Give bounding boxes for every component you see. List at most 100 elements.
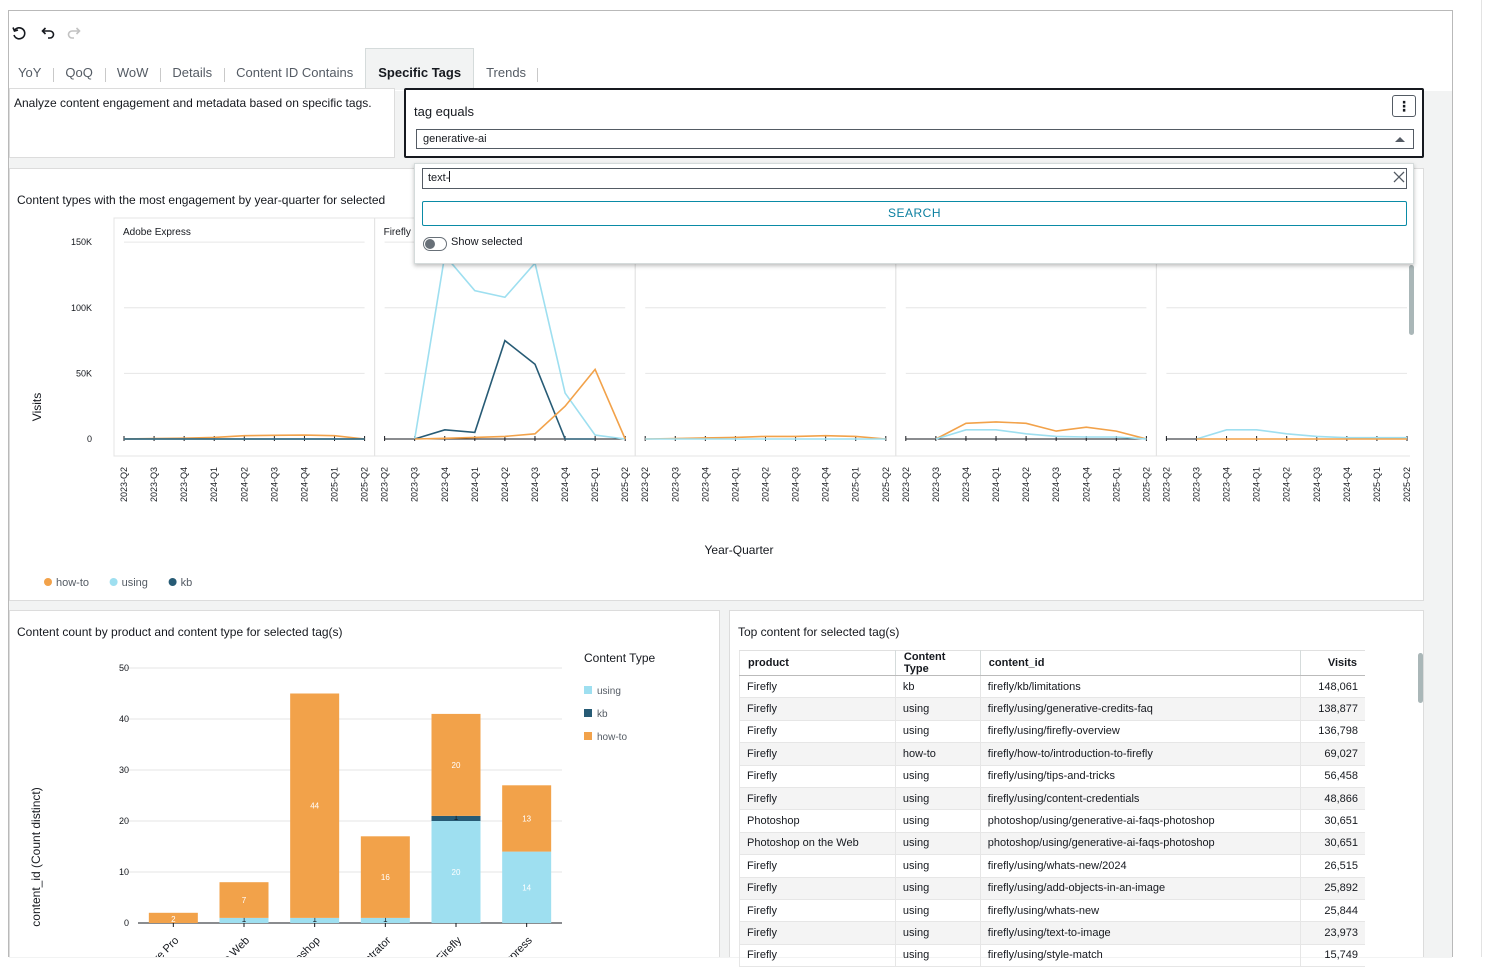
tab-trends[interactable]: Trends (474, 48, 539, 90)
chart-scrollbar[interactable] (1409, 265, 1414, 335)
series-line-using (1196, 429, 1407, 440)
tab-specific-tags[interactable]: Specific Tags (365, 48, 475, 90)
table-row[interactable]: Firefly using firefly/using/style-match 15,… (739, 944, 1365, 967)
y-tick-label: 100K (71, 303, 92, 313)
tab-qoq[interactable]: QoQ (53, 48, 104, 90)
description-text: Analyze content engagement and metadata … (9, 88, 395, 158)
show-selected-toggle[interactable] (423, 237, 447, 251)
table-row[interactable]: Firefly using firefly/using/tips-and-trick… (739, 765, 1365, 788)
cell-content-type: using (895, 854, 981, 878)
tag-dropdown: text- SEARCH Show selected (414, 163, 1414, 264)
table-scrollbar[interactable] (1418, 653, 1423, 703)
table-row[interactable]: Firefly using firefly/using/whats-new/2024… (739, 854, 1365, 878)
tab-yoy[interactable]: YoY (18, 64, 42, 80)
y-tick-label: 20 (119, 816, 129, 826)
tab-details[interactable]: Details (160, 48, 224, 90)
tab-content-id-contains[interactable]: Content ID Contains (224, 48, 365, 90)
kebab-menu-icon[interactable]: ⋮ (1392, 95, 1416, 117)
cell-content-type: using (895, 899, 981, 923)
cell-visits: 25,892 (1300, 877, 1365, 900)
tag-filter-control: tag equals ⋮ generative-ai (404, 88, 1424, 158)
legend-swatch-using (584, 686, 592, 694)
cell-visits: 25,844 (1300, 899, 1365, 923)
clear-icon[interactable] (1393, 167, 1405, 187)
table-row[interactable]: Firefly using firefly/using/text-to-image 2… (739, 921, 1365, 945)
cell-visits: 138,877 (1300, 697, 1365, 721)
table-row[interactable]: Firefly using firefly/using/whats-new 25,84… (739, 899, 1365, 923)
data-label: 13 (522, 814, 531, 823)
y-tick-label: 50 (119, 663, 129, 673)
x-tick-label: 2024-Q4 (560, 467, 570, 502)
x-tick-label: 2024-Q1 (991, 467, 1001, 502)
x-tick-label: 2023-Q4 (179, 467, 189, 502)
tag-search-input[interactable]: text- (422, 168, 1407, 189)
bar-segment-using (360, 917, 410, 923)
column-header-content-id[interactable]: content_id (980, 650, 1301, 676)
cell-product: Firefly (739, 720, 896, 744)
x-tick-label: 2023-Q4 (440, 467, 450, 502)
x-tick-label: 2023-Q4 (1222, 467, 1232, 502)
x-tick-label: 2025-Q1 (330, 467, 340, 502)
page-divider (1481, 0, 1482, 957)
cell-product: Firefly (739, 899, 896, 923)
x-tick-label: Firefly (434, 934, 464, 957)
table-row[interactable]: Photoshop on the Web using photoshop/using… (739, 832, 1365, 856)
x-tick-label: Express (498, 934, 535, 957)
y-tick-label: 0 (124, 918, 129, 928)
x-tick-label: 2024-Q1 (209, 467, 219, 502)
bar-segment-using (431, 821, 481, 923)
cell-content-id: firefly/using/tips-and-tricks (980, 765, 1301, 788)
x-tick-label: 2023-Q3 (670, 467, 680, 502)
redo-icon[interactable] (64, 22, 86, 44)
reset-icon[interactable] (8, 22, 30, 44)
data-label: 1 (312, 915, 317, 924)
undo-icon[interactable] (36, 22, 58, 44)
x-tick-label: 2024-Q2 (1282, 467, 1292, 502)
search-button[interactable]: SEARCH (422, 201, 1407, 226)
x-tick-label: 2024-Q1 (730, 467, 740, 502)
x-tick-label: 2024-Q3 (791, 467, 801, 502)
series-line-how-to (935, 421, 1147, 440)
tab-wow[interactable]: WoW (104, 48, 161, 90)
x-tick-label: 2025-Q2 (1141, 467, 1151, 502)
x-tick-label: 2023-Q4 (961, 467, 971, 502)
y-tick-label: 150K (71, 237, 92, 247)
facet-title: Firefly (384, 227, 411, 238)
table-row[interactable]: Firefly how-to firefly/how-to/introduction… (739, 742, 1365, 766)
tag-select[interactable]: generative-ai (416, 129, 1414, 149)
column-header-visits[interactable]: Visits (1300, 650, 1365, 676)
cell-visits: 30,651 (1300, 809, 1365, 833)
cell-product: Firefly (739, 944, 896, 967)
data-label: 16 (381, 873, 390, 882)
x-tick-label: 2023-Q3 (931, 467, 941, 502)
tag-search-text: text- (428, 172, 450, 184)
table-row[interactable]: Firefly using firefly/using/content-creden… (739, 787, 1365, 811)
cell-visits: 23,973 (1300, 921, 1365, 945)
bar-segment-using (502, 851, 552, 923)
table-row[interactable]: Firefly using firefly/using/firefly-overvi… (739, 720, 1365, 744)
table-row[interactable]: Firefly kb firefly/kb/limitations 148,061 (739, 675, 1365, 699)
cell-content-id: firefly/using/add-objects-in-an-image (980, 877, 1301, 900)
cell-visits: 26,515 (1300, 854, 1365, 878)
legend-swatch-how-to (584, 732, 592, 740)
cell-content-id: firefly/using/firefly-overview (980, 720, 1301, 744)
table-row[interactable]: Photoshop using photoshop/using/generative… (739, 809, 1365, 833)
x-tick-label: 2025-Q1 (1372, 467, 1382, 502)
x-tick-label: 2024-Q3 (1051, 467, 1061, 502)
x-tick-label: 2025-Q2 (620, 467, 630, 502)
x-tick-label: 2023-Q3 (410, 467, 420, 502)
y-tick-label: 40 (119, 714, 129, 724)
x-tick-label: strator (363, 934, 394, 957)
x-tick-label: 2025-Q1 (590, 467, 600, 502)
cell-product: Photoshop on the Web (739, 832, 896, 856)
legend-swatch-kb (168, 578, 177, 586)
data-label: 14 (522, 883, 531, 892)
table-row[interactable]: Firefly using firefly/using/add-objects-in… (739, 877, 1365, 900)
column-header-content-type[interactable]: Content Type (895, 650, 981, 676)
table-row[interactable]: Firefly using firefly/using/generative-cre… (739, 697, 1365, 721)
cell-product: Firefly (739, 787, 896, 811)
line-chart-title: Content types with the most engagement b… (17, 193, 386, 207)
column-header-product[interactable]: product (739, 650, 896, 676)
cell-content-id: photoshop/using/generative-ai-faqs-photo… (980, 832, 1301, 856)
facet-title: Adobe Express (123, 227, 191, 238)
